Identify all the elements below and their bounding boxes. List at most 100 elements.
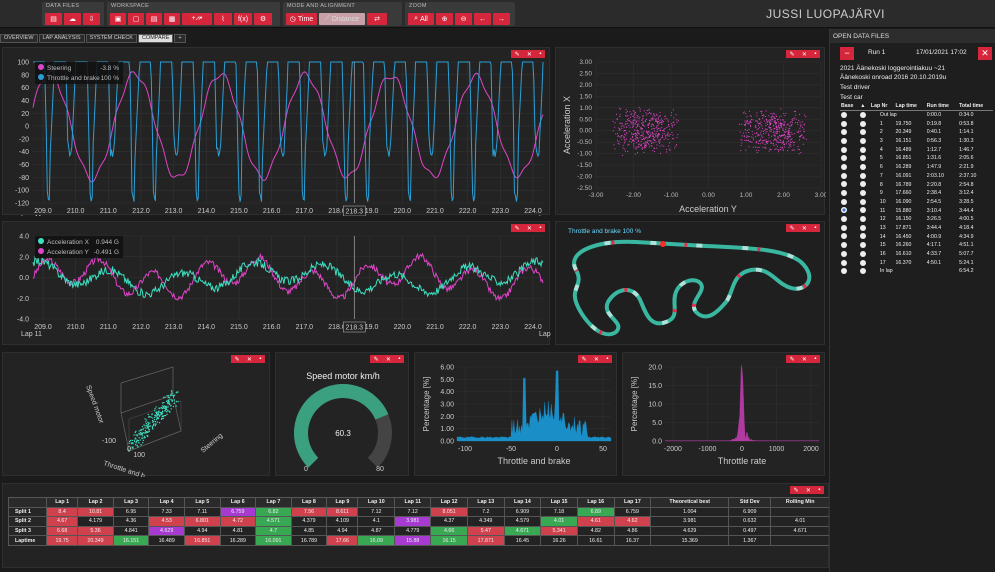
lap-row[interactable]: 6 16.289 1:47.9 2:21.9: [840, 163, 993, 172]
open-file-button[interactable]: ▤: [45, 13, 62, 25]
compare-radio[interactable]: [860, 268, 867, 275]
lap-row[interactable]: 9 17.660 2:38.4 3:12.4: [840, 189, 993, 198]
document-button[interactable]: ▤: [146, 13, 162, 25]
add-tab-button[interactable]: +: [174, 34, 186, 43]
tab-overview[interactable]: OVERVIEW: [0, 34, 38, 43]
lap-row[interactable]: 2 20.349 0:40.1 1:14.1: [840, 128, 993, 137]
lap-row[interactable]: 11 15.880 3:10.4 3:44.4: [840, 206, 993, 215]
3d-scatter-plot[interactable]: Speed motor Throttle and b Steering -100 010…: [3, 353, 271, 477]
signal-button[interactable]: ⌇: [214, 13, 232, 25]
time-series-chart-2[interactable]: 4.0 2.0 0.0 -2.0 -4.0 209.0 210.0 211.0 212.0 213…: [3, 222, 551, 346]
delete-icon[interactable]: ▪: [539, 51, 542, 57]
lap-row[interactable]: 8 16.789 2:20.8 2:54.8: [840, 180, 993, 189]
pan-right-button[interactable]: →: [493, 13, 510, 25]
base-radio[interactable]: [841, 155, 847, 162]
col-sort[interactable]: ▲: [859, 102, 870, 112]
compare-radio[interactable]: [860, 207, 867, 214]
math-button[interactable]: f(x): [234, 13, 252, 25]
close-icon[interactable]: ✕: [246, 356, 252, 363]
lap-row[interactable]: 5 16.851 1:31.6 2:05.6: [840, 154, 993, 163]
edit-icon[interactable]: ✎: [234, 356, 240, 363]
compare-radio[interactable]: [860, 112, 867, 119]
delete-icon[interactable]: ▪: [814, 356, 817, 362]
edit-icon[interactable]: ✎: [514, 51, 520, 58]
base-radio[interactable]: [841, 259, 847, 266]
compare-radio[interactable]: [860, 233, 867, 240]
lap-row[interactable]: 14 16.450 4:00.9 4:34.9: [840, 232, 993, 241]
track-map[interactable]: Throttle and brake 100 %: [556, 222, 826, 346]
delete-icon[interactable]: ▪: [539, 225, 542, 231]
zoom-all-button[interactable]: ⌕ All: [408, 13, 434, 25]
compare-radio[interactable]: [860, 250, 867, 257]
zoom-out-button[interactable]: ⊖: [455, 13, 472, 25]
close-icon[interactable]: ✕: [526, 51, 532, 58]
pan-left-button[interactable]: ←: [474, 13, 491, 25]
edit-icon[interactable]: ✎: [789, 225, 795, 232]
base-radio[interactable]: [841, 233, 847, 240]
time-series-chart-1[interactable]: 100 80 60 40 20 0 -20 -40 -60 -80 -100 -120 209.0 210…: [3, 48, 551, 216]
compare-radio[interactable]: [860, 137, 867, 144]
edit-icon[interactable]: ✎: [789, 51, 795, 58]
tab-compare[interactable]: COMPARE: [137, 34, 174, 43]
close-icon[interactable]: ✕: [801, 225, 807, 232]
align-button[interactable]: ⇄: [367, 13, 387, 25]
base-radio[interactable]: [841, 120, 847, 127]
base-radio[interactable]: [841, 268, 847, 275]
base-radio[interactable]: [841, 181, 847, 188]
import-button[interactable]: ⇩: [83, 13, 100, 25]
compare-radio[interactable]: [860, 224, 867, 231]
edit-icon[interactable]: ✎: [373, 356, 379, 363]
base-radio[interactable]: [841, 198, 847, 205]
time-mode-button[interactable]: ◷ Time: [286, 13, 317, 25]
edit-icon[interactable]: ✎: [793, 487, 799, 494]
distance-mode-button[interactable]: ⟋ Distance: [319, 13, 365, 25]
delete-icon[interactable]: ▪: [814, 51, 817, 57]
lap-row[interactable]: 17 16.370 4:50.1 5:24.1: [840, 258, 993, 267]
compare-radio[interactable]: [860, 181, 867, 188]
close-icon[interactable]: ✕: [385, 356, 391, 363]
lap-row[interactable]: 16 16.610 4:33.7 5:07.7: [840, 250, 993, 259]
lap-row[interactable]: 10 16.090 2:54.5 3:28.5: [840, 198, 993, 207]
remove-run-button[interactable]: −: [840, 47, 854, 60]
compare-radio[interactable]: [860, 172, 867, 179]
base-radio[interactable]: [841, 137, 847, 144]
base-radio[interactable]: [841, 250, 847, 257]
edit-icon[interactable]: ✎: [514, 225, 520, 232]
base-radio[interactable]: [841, 129, 847, 136]
zoom-in-button[interactable]: ⊕: [436, 13, 453, 25]
delete-icon[interactable]: ▪: [398, 356, 401, 362]
edit-icon[interactable]: ✎: [581, 356, 587, 363]
close-icon[interactable]: ✕: [801, 356, 807, 363]
delete-icon[interactable]: ▪: [259, 356, 262, 362]
settings-button[interactable]: ⚙: [254, 13, 272, 25]
compare-radio[interactable]: [860, 198, 867, 205]
lap-row[interactable]: 12 16.150 3:26.5 4:00.5: [840, 215, 993, 224]
compare-radio[interactable]: [860, 120, 867, 127]
car-position-marker[interactable]: [660, 241, 666, 247]
lap-row[interactable]: Out lap 0:00.0 0:34.0: [840, 111, 993, 120]
lap-row[interactable]: 3 16.151 0:56.3 1:30.3: [840, 137, 993, 146]
tab-system-check[interactable]: SYSTEM CHECK: [85, 34, 137, 43]
lap-row[interactable]: 1 19.750 0:19.8 0:53.8: [840, 119, 993, 128]
compare-radio[interactable]: [860, 155, 867, 162]
cloud-button[interactable]: ☁: [64, 13, 81, 25]
save-button[interactable]: ▣: [110, 13, 126, 25]
histogram-throttle-rate[interactable]: 20.0 15.0 10.0 5.0 0.0-2000 -1000 0 1000 2000 Thr…: [623, 353, 826, 477]
new-page-button[interactable]: ▢: [128, 13, 144, 25]
close-run-button[interactable]: ✕: [978, 47, 992, 60]
histogram-throttle[interactable]: 6.00 5.00 4.00 3.00 2.00 1.00 0.00 -100 -50 0 50 Th…: [415, 353, 618, 477]
base-radio[interactable]: [841, 112, 847, 119]
base-radio[interactable]: [841, 216, 847, 223]
base-radio[interactable]: [841, 207, 847, 214]
close-icon[interactable]: ✕: [593, 356, 599, 363]
compare-radio[interactable]: [860, 259, 867, 266]
add-chart-button[interactable]: +⩘▾: [182, 13, 212, 25]
compare-radio[interactable]: [860, 190, 867, 197]
compare-radio[interactable]: [860, 216, 867, 223]
gg-scatter-plot[interactable]: 3.00 2.50 2.00 1.50 1.00 0.50 0.00 -0.50 -1.00 -1…: [556, 48, 826, 216]
compare-radio[interactable]: [860, 129, 867, 136]
base-radio[interactable]: [841, 146, 847, 153]
lap-row[interactable]: In lap 6:54.2: [840, 267, 993, 276]
tab-lap-analysis[interactable]: LAP ANALYSIS: [38, 34, 85, 43]
base-radio[interactable]: [841, 172, 847, 179]
